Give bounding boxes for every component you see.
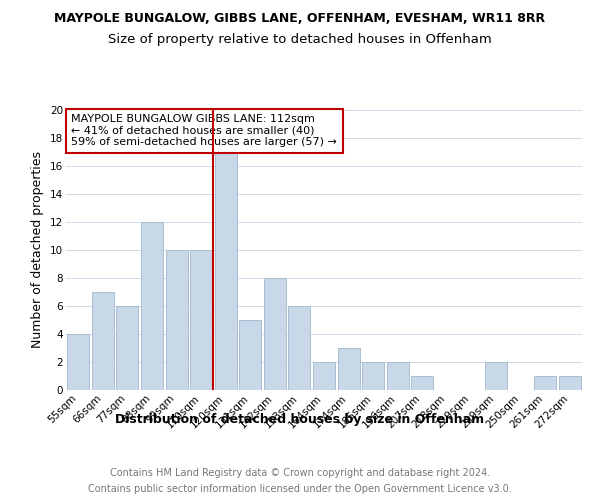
Bar (534, 376, 556, 390)
Bar (313, 362, 335, 390)
Text: Contains public sector information licensed under the Open Government Licence v3: Contains public sector information licen… (88, 484, 512, 494)
Text: Contains HM Land Registry data © Crown copyright and database right 2024.: Contains HM Land Registry data © Crown c… (110, 468, 490, 477)
Y-axis label: Number of detached properties: Number of detached properties (31, 152, 44, 348)
Bar (190, 250, 212, 390)
Bar (264, 278, 286, 390)
Bar (559, 376, 581, 390)
Bar (362, 362, 384, 390)
Bar (411, 376, 433, 390)
Bar (116, 306, 139, 390)
Bar (386, 362, 409, 390)
Bar (338, 348, 359, 390)
Text: MAYPOLE BUNGALOW GIBBS LANE: 112sqm
← 41% of detached houses are smaller (40)
59: MAYPOLE BUNGALOW GIBBS LANE: 112sqm ← 41… (71, 114, 337, 148)
Text: Distribution of detached houses by size in Offenham: Distribution of detached houses by size … (115, 412, 485, 426)
Bar (92, 292, 114, 390)
Bar (289, 306, 310, 390)
Bar (141, 222, 163, 390)
Bar (485, 362, 507, 390)
Bar (166, 250, 188, 390)
Text: MAYPOLE BUNGALOW, GIBBS LANE, OFFENHAM, EVESHAM, WR11 8RR: MAYPOLE BUNGALOW, GIBBS LANE, OFFENHAM, … (55, 12, 545, 26)
Text: Size of property relative to detached houses in Offenham: Size of property relative to detached ho… (108, 32, 492, 46)
Bar (215, 152, 237, 390)
Bar (67, 334, 89, 390)
Bar (239, 320, 262, 390)
